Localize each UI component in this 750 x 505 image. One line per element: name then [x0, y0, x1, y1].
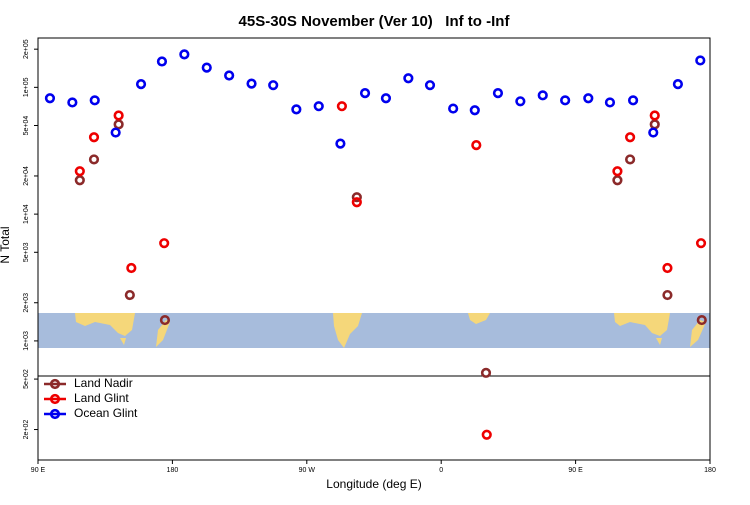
point	[627, 95, 639, 106]
point	[448, 103, 459, 114]
point	[246, 78, 257, 89]
point	[335, 138, 346, 149]
x-axis-label: Longitude (deg E)	[326, 477, 421, 491]
point	[110, 127, 121, 138]
point	[201, 62, 212, 73]
land	[333, 313, 362, 348]
legend-label: Ocean Glint	[74, 406, 138, 420]
point	[126, 262, 137, 274]
point	[537, 90, 548, 101]
point	[313, 101, 324, 112]
x-tick-label: 90 E	[568, 467, 583, 474]
point	[156, 56, 168, 67]
point	[583, 93, 594, 104]
ocean	[38, 313, 710, 348]
x-tick-label: 180	[704, 467, 716, 474]
legend-marker	[49, 393, 61, 405]
point	[88, 132, 100, 143]
point	[74, 166, 85, 177]
y-tick-label: 2e+05	[23, 39, 30, 59]
y-axis-label: N Total	[0, 226, 12, 263]
land	[120, 338, 126, 345]
point	[672, 79, 683, 90]
point	[469, 105, 480, 116]
legend-label: Land Nadir	[74, 376, 133, 390]
point	[113, 110, 124, 121]
y-tick-label: 1e+04	[23, 204, 30, 224]
point	[648, 127, 659, 138]
point	[291, 104, 302, 115]
point	[612, 166, 623, 177]
land	[468, 313, 490, 324]
point	[124, 289, 135, 301]
legend-marker	[49, 408, 61, 420]
y-tick-label: 5e+02	[23, 369, 30, 389]
point	[471, 140, 482, 151]
point	[480, 367, 492, 378]
point	[662, 262, 673, 274]
point	[481, 429, 492, 440]
x-tick-label: 90 E	[31, 467, 46, 474]
point	[695, 238, 707, 249]
point	[74, 175, 85, 186]
land	[156, 320, 170, 347]
point	[612, 175, 623, 186]
y-tick-label: 2e+04	[23, 166, 30, 186]
map-strip	[38, 313, 710, 348]
point	[88, 154, 100, 165]
x-tick-label: 180	[167, 467, 179, 474]
y-tick-label: 2e+02	[23, 420, 30, 440]
point	[695, 55, 706, 66]
point	[44, 93, 56, 104]
point	[662, 289, 673, 301]
point	[515, 96, 526, 107]
y-tick-label: 2e+03	[23, 293, 30, 313]
point	[351, 192, 362, 203]
point	[625, 154, 636, 165]
point	[403, 73, 414, 84]
point	[135, 79, 147, 90]
land	[614, 313, 670, 336]
y-tick-label: 5e+03	[23, 242, 30, 262]
point	[224, 70, 235, 81]
y-tick-label: 1e+05	[23, 77, 30, 97]
chart-title: 45S-30S November (Ver 10) Inf to -Inf	[239, 13, 511, 30]
land	[690, 320, 706, 347]
legend-label: Land Glint	[74, 391, 129, 405]
point	[359, 88, 371, 99]
point	[67, 97, 78, 108]
x-tick-label: 90 W	[299, 467, 316, 474]
point	[649, 110, 660, 121]
point	[492, 88, 504, 99]
point	[380, 93, 392, 104]
land	[656, 338, 662, 345]
point	[179, 49, 190, 60]
y-tick-label: 5e+04	[23, 116, 30, 136]
plot-frame	[37, 37, 711, 461]
y-tick-label: 1e+03	[23, 331, 30, 351]
legend-marker	[49, 378, 61, 390]
point	[351, 197, 362, 208]
point	[424, 80, 436, 91]
point	[560, 95, 571, 106]
point	[268, 80, 279, 91]
point	[336, 101, 347, 112]
point	[696, 314, 707, 326]
point	[604, 97, 616, 108]
point	[113, 119, 124, 130]
point	[625, 132, 636, 143]
land	[75, 313, 135, 336]
point	[159, 314, 171, 326]
point	[89, 95, 100, 106]
point	[159, 238, 170, 249]
x-tick-label: 0	[439, 467, 443, 474]
